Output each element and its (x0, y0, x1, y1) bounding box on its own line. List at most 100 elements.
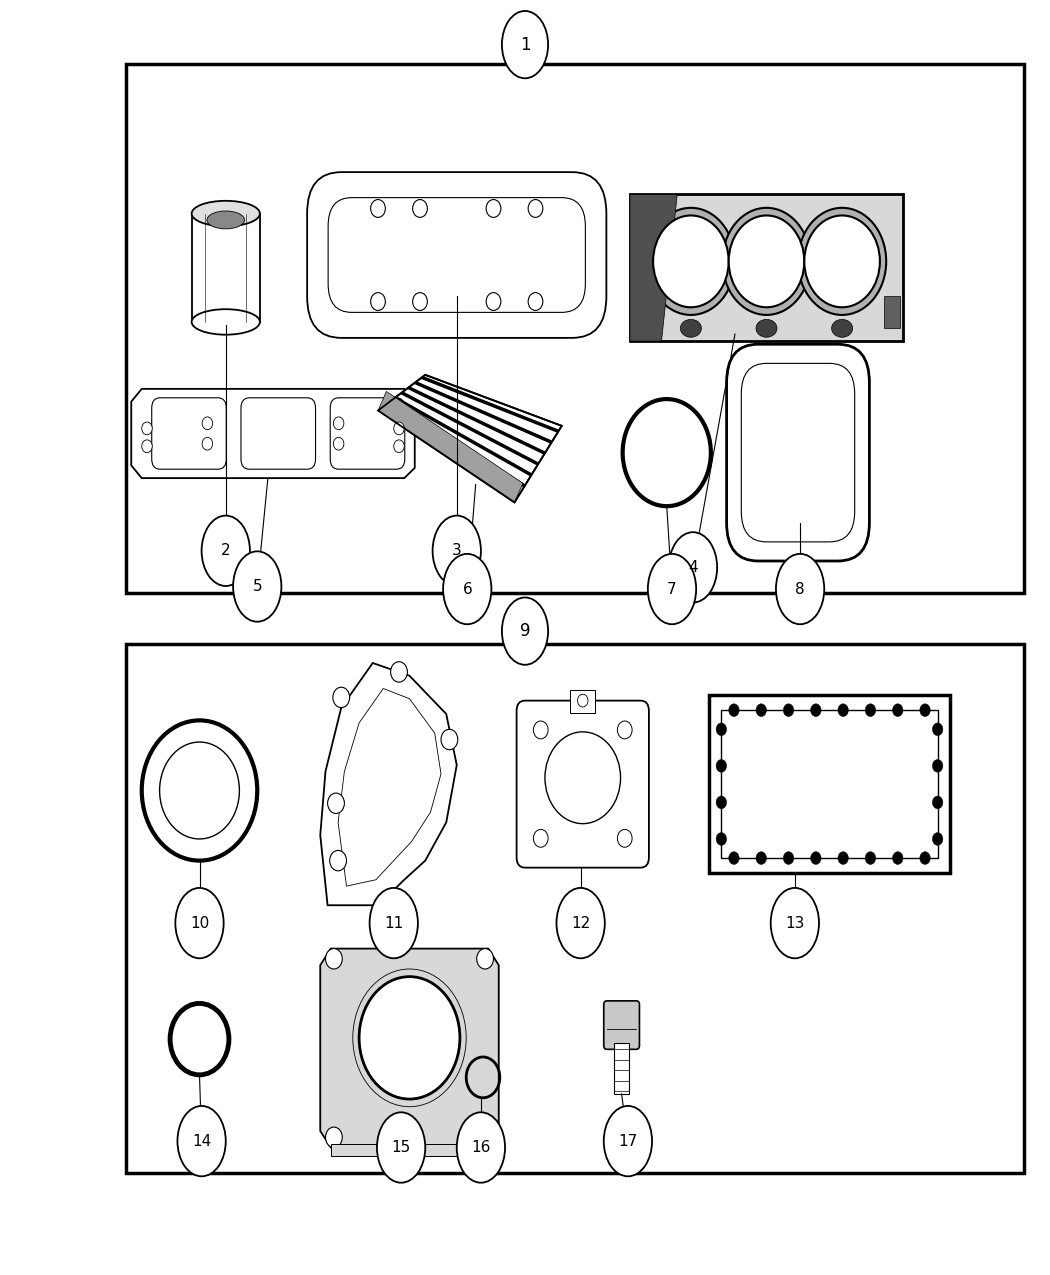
Bar (331, 1144, 488, 1156)
Text: 15: 15 (392, 1140, 411, 1155)
Circle shape (716, 760, 727, 773)
Circle shape (371, 293, 385, 310)
Circle shape (798, 208, 886, 315)
FancyBboxPatch shape (328, 198, 586, 312)
Circle shape (486, 199, 501, 217)
Circle shape (391, 662, 407, 682)
Circle shape (142, 440, 152, 453)
Text: 11: 11 (384, 915, 403, 931)
Bar (126, 64, 1024, 593)
Polygon shape (630, 195, 677, 342)
Circle shape (756, 852, 766, 864)
Circle shape (617, 722, 632, 738)
Circle shape (932, 833, 943, 845)
Ellipse shape (377, 1112, 425, 1183)
Ellipse shape (175, 887, 224, 959)
Bar (884, 296, 900, 328)
Circle shape (394, 422, 404, 435)
Ellipse shape (604, 1105, 652, 1177)
FancyBboxPatch shape (517, 701, 649, 867)
Circle shape (578, 694, 588, 706)
Circle shape (334, 437, 344, 450)
Ellipse shape (756, 319, 777, 337)
Text: 4: 4 (688, 560, 698, 575)
Ellipse shape (669, 532, 717, 603)
Circle shape (330, 850, 346, 871)
Text: 1: 1 (520, 36, 530, 54)
Bar (191, 213, 260, 321)
Circle shape (528, 199, 543, 217)
Circle shape (783, 852, 794, 864)
Circle shape (326, 1127, 342, 1148)
Text: 3: 3 (452, 543, 462, 558)
Circle shape (142, 720, 257, 861)
Text: 12: 12 (571, 915, 590, 931)
Text: 2: 2 (220, 543, 231, 558)
Circle shape (838, 852, 848, 864)
Polygon shape (378, 375, 562, 502)
Circle shape (653, 215, 729, 307)
Ellipse shape (556, 887, 605, 959)
Circle shape (486, 293, 501, 310)
Ellipse shape (433, 515, 481, 586)
Ellipse shape (680, 319, 701, 337)
Text: 6: 6 (462, 581, 472, 597)
Text: 16: 16 (471, 1140, 490, 1155)
Circle shape (892, 704, 903, 717)
Ellipse shape (191, 309, 260, 334)
Text: 5: 5 (252, 579, 262, 594)
Circle shape (932, 796, 943, 808)
Ellipse shape (771, 887, 819, 959)
Circle shape (394, 440, 404, 453)
Circle shape (647, 208, 735, 315)
Ellipse shape (648, 553, 696, 625)
Circle shape (920, 704, 930, 717)
Ellipse shape (502, 598, 548, 664)
Circle shape (811, 704, 821, 717)
Circle shape (333, 687, 350, 708)
Ellipse shape (177, 1105, 226, 1177)
Circle shape (160, 742, 239, 839)
Circle shape (729, 215, 804, 307)
Ellipse shape (233, 551, 281, 622)
Circle shape (617, 829, 632, 847)
FancyBboxPatch shape (727, 344, 869, 561)
Circle shape (533, 829, 548, 847)
Circle shape (716, 723, 727, 736)
Text: 17: 17 (618, 1133, 637, 1149)
Circle shape (202, 437, 212, 450)
Polygon shape (320, 949, 499, 1148)
Circle shape (371, 199, 385, 217)
Polygon shape (378, 391, 523, 502)
Ellipse shape (207, 212, 245, 230)
Circle shape (716, 833, 727, 845)
Circle shape (838, 704, 848, 717)
Circle shape (729, 704, 739, 717)
Circle shape (334, 417, 344, 430)
Circle shape (202, 417, 212, 430)
Text: 9: 9 (520, 622, 530, 640)
Text: 13: 13 (785, 915, 804, 931)
FancyBboxPatch shape (330, 398, 405, 469)
Circle shape (783, 704, 794, 717)
Circle shape (528, 293, 543, 310)
Bar (126, 644, 1024, 1173)
Circle shape (441, 729, 458, 750)
Ellipse shape (502, 11, 548, 78)
Bar (614, 1043, 629, 1094)
Circle shape (413, 293, 427, 310)
Circle shape (328, 793, 344, 813)
Ellipse shape (832, 319, 853, 337)
Circle shape (811, 852, 821, 864)
Text: 10: 10 (190, 915, 209, 931)
FancyBboxPatch shape (604, 1001, 639, 1049)
Ellipse shape (191, 201, 260, 227)
Bar (709, 695, 950, 873)
Polygon shape (131, 389, 415, 478)
FancyBboxPatch shape (242, 398, 315, 469)
Circle shape (533, 722, 548, 738)
Circle shape (804, 215, 880, 307)
Text: 14: 14 (192, 1133, 211, 1149)
Circle shape (545, 732, 621, 824)
Ellipse shape (370, 887, 418, 959)
